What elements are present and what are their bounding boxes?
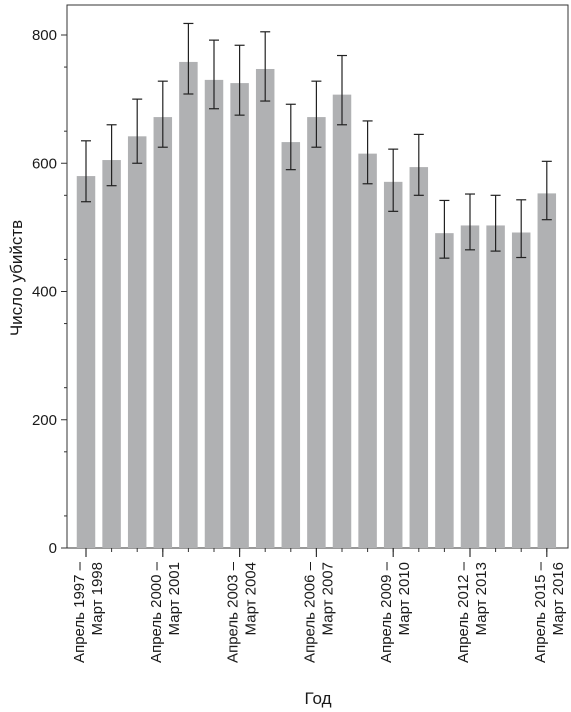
y-tick-label: 400 bbox=[32, 284, 57, 301]
x-tick-label-line2: Март 2013 bbox=[473, 562, 490, 635]
x-tick-label-line2: Март 2007 bbox=[319, 562, 336, 635]
x-tick-label-line1: Апрель 2003 – bbox=[225, 561, 242, 663]
x-tick-label-line2: Март 2016 bbox=[550, 562, 567, 635]
bars-layer bbox=[76, 61, 557, 549]
bar bbox=[307, 117, 326, 548]
bar bbox=[255, 68, 275, 548]
x-axis-ticks: Апрель 1997 – Март 1998 Апрель 2000 – Март … bbox=[71, 548, 567, 663]
y-tick-label: 600 bbox=[32, 155, 57, 172]
x-tick-label-line2: Март 2001 bbox=[166, 562, 183, 635]
x-tick-label-line2: Март 2010 bbox=[396, 562, 413, 635]
bar bbox=[435, 233, 454, 549]
x-tick-label-line1: Апрель 2012 – bbox=[455, 561, 472, 663]
bar bbox=[179, 61, 198, 549]
bar bbox=[127, 136, 147, 548]
x-tick-label-line2: Март 2004 bbox=[243, 562, 260, 635]
bar bbox=[383, 181, 403, 548]
x-axis-title: Год bbox=[304, 689, 331, 708]
y-tick-label: 200 bbox=[32, 412, 57, 429]
x-tick-label-line1: Апрель 2015 – bbox=[532, 561, 549, 663]
bar bbox=[511, 232, 531, 548]
x-tick-label-line1: Апрель 2006 – bbox=[301, 561, 318, 663]
bar bbox=[332, 94, 352, 548]
bar bbox=[230, 83, 249, 548]
y-axis-ticks: 0 200 400 600 800 bbox=[32, 27, 67, 557]
error-bars-layer bbox=[81, 22, 552, 259]
bar bbox=[460, 225, 480, 549]
bar bbox=[358, 153, 377, 548]
bar bbox=[537, 193, 557, 549]
x-tick-label-line1: Апрель 2009 – bbox=[378, 561, 395, 663]
y-tick-label: 800 bbox=[32, 27, 57, 44]
x-tick-label-line1: Апрель 2000 – bbox=[148, 561, 165, 663]
y-tick-label: 0 bbox=[49, 540, 57, 557]
bar bbox=[409, 167, 429, 548]
bar bbox=[102, 160, 121, 548]
bar bbox=[76, 176, 96, 548]
bar bbox=[486, 225, 505, 549]
bar bbox=[153, 117, 173, 548]
bar bbox=[281, 142, 301, 548]
x-tick-label-line2: Март 1998 bbox=[89, 562, 106, 635]
y-axis-title: Число убийств bbox=[7, 220, 26, 336]
x-tick-label-line1: Апрель 1997 – bbox=[71, 561, 88, 663]
bar bbox=[204, 79, 224, 548]
